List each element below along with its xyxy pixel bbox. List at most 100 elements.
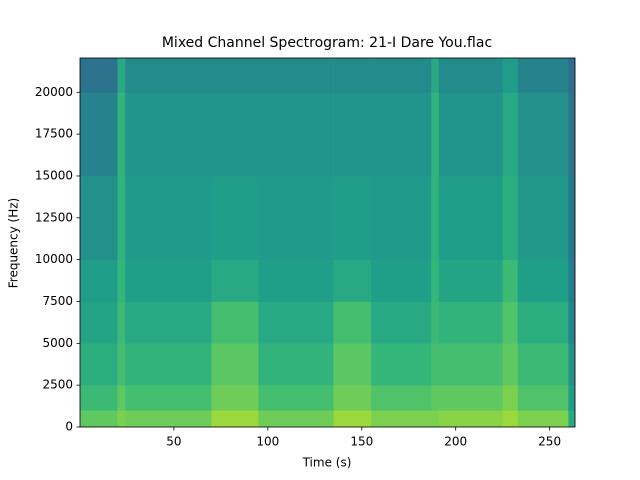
y-tick-label: 15000 xyxy=(35,168,73,182)
spectrogram-cell xyxy=(211,410,259,428)
spectrogram-cell xyxy=(80,343,118,386)
spectrogram-cell xyxy=(371,385,432,411)
y-tick-label: 5000 xyxy=(42,336,73,350)
spectrogram-cell xyxy=(438,58,503,93)
spectrogram-cell xyxy=(568,343,576,386)
spectrogram-cell xyxy=(117,259,126,302)
spectrogram-cell xyxy=(211,385,259,411)
spectrogram-cell xyxy=(125,343,212,386)
y-tick-label: 10000 xyxy=(35,252,73,266)
spectrogram-cell xyxy=(258,410,334,428)
spectrogram-cell xyxy=(258,92,334,177)
spectrogram-cell xyxy=(333,259,372,302)
spectrogram-cell xyxy=(125,410,212,428)
spectrogram-cell xyxy=(117,301,126,344)
spectrogram-cell xyxy=(371,259,432,302)
spectrogram-cell xyxy=(431,259,440,302)
spectrogram-cell xyxy=(517,175,569,260)
spectrogram-cell xyxy=(125,259,212,302)
spectrogram-cell xyxy=(333,175,372,260)
spectrogram-cell xyxy=(117,58,126,93)
y-tick-label: 2500 xyxy=(42,378,73,392)
spectrogram-cell xyxy=(371,92,432,177)
spectrogram-cell xyxy=(371,301,432,344)
spectrogram-cell xyxy=(568,385,576,411)
spectrogram-cell xyxy=(371,410,432,428)
spectrogram-cell xyxy=(517,410,569,428)
spectrogram-cell xyxy=(258,259,334,302)
x-tick-label: 50 xyxy=(166,435,181,449)
spectrogram-cell xyxy=(568,58,576,93)
spectrogram-cell xyxy=(211,301,259,344)
spectrogram-cell xyxy=(438,343,503,386)
spectrogram-cell xyxy=(125,301,212,344)
spectrogram-cell xyxy=(117,175,126,260)
y-tick-label: 17500 xyxy=(35,127,73,141)
spectrogram-cell xyxy=(211,92,259,177)
spectrogram-cell xyxy=(431,301,440,344)
plot-frame xyxy=(79,57,576,428)
spectrogram-cell xyxy=(211,175,259,260)
spectrogram-cell xyxy=(80,259,118,302)
spectrogram-cell xyxy=(438,301,503,344)
spectrogram-cell xyxy=(117,92,126,177)
spectrogram-cell xyxy=(211,58,259,93)
spectrogram-cell xyxy=(211,343,259,386)
spectrogram-cell xyxy=(502,301,519,344)
spectrogram-cell xyxy=(125,385,212,411)
spectrogram-cell xyxy=(333,385,372,411)
spectrogram-cell xyxy=(438,259,503,302)
spectrogram-cell xyxy=(568,410,576,428)
spectrogram-cell xyxy=(517,385,569,411)
x-tick-label: 150 xyxy=(350,435,373,449)
spectrogram-cell xyxy=(80,92,118,177)
spectrogram-cell xyxy=(371,58,432,93)
spectrogram-cell xyxy=(502,410,519,428)
spectrogram-cell xyxy=(80,410,118,428)
spectrogram-cell xyxy=(517,301,569,344)
spectrogram-cell xyxy=(431,58,440,93)
spectrogram-cell xyxy=(502,385,519,411)
spectrogram-cell xyxy=(502,58,519,93)
spectrogram-cell xyxy=(371,343,432,386)
spectrogram-cell xyxy=(258,385,334,411)
y-tick-label: 7500 xyxy=(42,294,73,308)
spectrogram-cell xyxy=(438,385,503,411)
spectrogram-cell xyxy=(333,343,372,386)
spectrogram-cell xyxy=(117,410,126,428)
y-tick-label: 12500 xyxy=(35,210,73,224)
spectrogram-cell xyxy=(517,259,569,302)
x-axis-label: Time (s) xyxy=(302,456,352,470)
spectrogram-cell xyxy=(517,343,569,386)
x-tick-label: 100 xyxy=(256,435,279,449)
spectrogram-cell xyxy=(517,58,569,93)
spectrogram-cell xyxy=(438,92,503,177)
spectrogram-cell xyxy=(258,175,334,260)
spectrogram-cell xyxy=(431,175,440,260)
y-axis-label: Frequency (Hz) xyxy=(7,198,21,289)
spectrogram-cell xyxy=(333,58,372,93)
spectrogram-cell xyxy=(80,58,118,93)
spectrogram-cell xyxy=(502,259,519,302)
spectrogram-cell xyxy=(502,343,519,386)
spectrogram-cell xyxy=(125,92,212,177)
spectrogram-cell xyxy=(258,58,334,93)
spectrogram-cell xyxy=(431,385,440,411)
y-tick-label: 0 xyxy=(65,420,73,434)
x-tick-label: 200 xyxy=(444,435,467,449)
spectrogram-cell xyxy=(80,385,118,411)
spectrogram-cell xyxy=(438,175,503,260)
spectrogram-cell xyxy=(568,301,576,344)
spectrogram-cell xyxy=(333,92,372,177)
spectrogram-cell xyxy=(568,259,576,302)
spectrogram-cell xyxy=(333,301,372,344)
spectrogram-cell xyxy=(431,92,440,177)
spectrogram-cell xyxy=(117,385,126,411)
spectrogram-cell xyxy=(431,410,440,428)
spectrogram-cell xyxy=(80,175,118,260)
spectrogram-cell xyxy=(117,343,126,386)
spectrogram-cell xyxy=(258,343,334,386)
spectrogram-image xyxy=(80,58,576,428)
spectrogram-cell xyxy=(568,175,576,260)
